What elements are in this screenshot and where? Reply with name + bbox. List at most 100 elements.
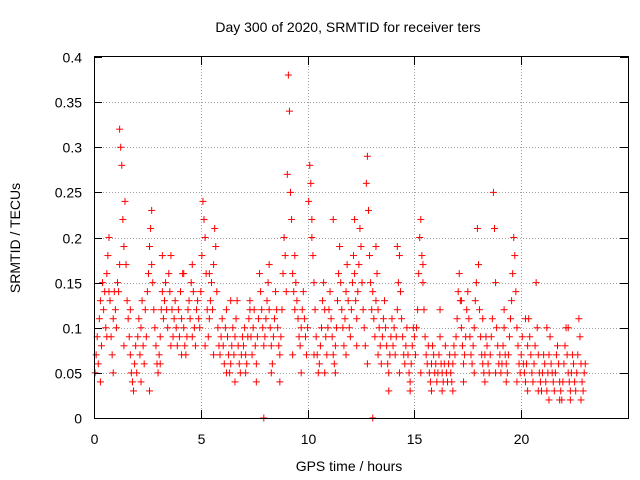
data-point: [258, 306, 266, 314]
data-point: [246, 306, 254, 314]
data-point: [421, 333, 429, 341]
data-point: [156, 333, 164, 341]
data-point: [289, 270, 297, 278]
data-point: [354, 288, 362, 296]
data-point: [388, 315, 396, 323]
data-point: [287, 188, 295, 196]
data-point: [293, 297, 301, 305]
data-point: [350, 252, 358, 260]
data-point: [533, 324, 541, 332]
data-point: [105, 288, 113, 296]
data-point: [151, 324, 159, 332]
data-point: [167, 252, 175, 260]
data-point: [352, 297, 360, 305]
data-point: [406, 387, 414, 395]
data-point: [405, 369, 413, 377]
data-point: [346, 333, 354, 341]
data-point: [359, 306, 367, 314]
y-tick-label: 0.4: [63, 50, 83, 66]
data-point: [326, 288, 334, 296]
data-point: [351, 270, 359, 278]
data-point: [159, 315, 167, 323]
data-point: [340, 342, 348, 350]
data-point: [283, 170, 291, 178]
data-point: [300, 315, 308, 323]
data-point: [543, 324, 551, 332]
data-point: [186, 315, 194, 323]
data-point: [207, 279, 215, 287]
data-point: [247, 333, 255, 341]
y-tick-label: 0.2: [63, 231, 83, 247]
data-point: [224, 333, 231, 341]
data-point: [362, 179, 370, 187]
data-point: [289, 351, 297, 359]
data-point: [473, 224, 481, 232]
data-point: [261, 333, 269, 341]
data-point: [561, 342, 569, 350]
plot-frame: [94, 56, 629, 419]
data-point: [460, 360, 468, 368]
data-point: [415, 270, 423, 278]
data-point: [315, 360, 323, 368]
data-point: [426, 378, 434, 386]
data-point: [466, 333, 474, 341]
data-point: [332, 324, 340, 332]
data-point: [205, 270, 213, 278]
data-point: [570, 360, 578, 368]
data-point: [419, 279, 427, 287]
data-point: [103, 333, 111, 341]
data-point: [460, 378, 468, 386]
data-point: [360, 324, 368, 332]
data-point: [403, 324, 411, 332]
data-point: [337, 279, 345, 287]
data-point: [162, 279, 170, 287]
data-point: [476, 306, 484, 314]
data-point: [488, 315, 496, 323]
data-point: [532, 279, 540, 287]
data-point: [489, 188, 497, 196]
data-point: [417, 369, 425, 377]
data-point: [361, 342, 369, 350]
data-point: [213, 288, 221, 296]
data-point: [227, 297, 235, 305]
data-point: [464, 288, 472, 296]
y-tick-label: 0.15: [55, 276, 82, 292]
data-point: [384, 360, 392, 368]
data-point: [429, 342, 437, 350]
data-point: [134, 333, 142, 341]
data-point: [291, 306, 299, 314]
data-point: [367, 279, 375, 287]
data-point: [545, 396, 553, 404]
data-point: [228, 342, 236, 350]
y-tick-label: 0.1: [63, 321, 83, 337]
data-point: [545, 351, 553, 359]
x-tick-label: 15: [407, 431, 423, 447]
data-point: [427, 387, 435, 395]
data-point: [104, 252, 112, 260]
data-point: [471, 297, 479, 305]
data-point: [472, 279, 480, 287]
data-point: [94, 360, 102, 368]
data-point: [180, 324, 188, 332]
data-point: [99, 279, 107, 287]
data-point: [256, 270, 264, 278]
data-point: [314, 369, 322, 377]
data-point: [578, 378, 586, 386]
data-point: [112, 324, 120, 332]
data-point: [316, 342, 324, 350]
data-point: [404, 351, 412, 359]
data-point: [265, 306, 273, 314]
data-point: [218, 315, 226, 323]
data-point: [301, 333, 309, 341]
data-point: [524, 342, 532, 350]
data-point: [197, 288, 205, 296]
data-point: [243, 360, 251, 368]
data-point: [165, 270, 173, 278]
data-point: [307, 179, 315, 187]
data-point: [184, 306, 192, 314]
data-point: [265, 261, 273, 269]
data-point: [363, 152, 371, 160]
data-point: [231, 378, 239, 386]
data-point: [551, 369, 559, 377]
data-point: [136, 351, 144, 359]
